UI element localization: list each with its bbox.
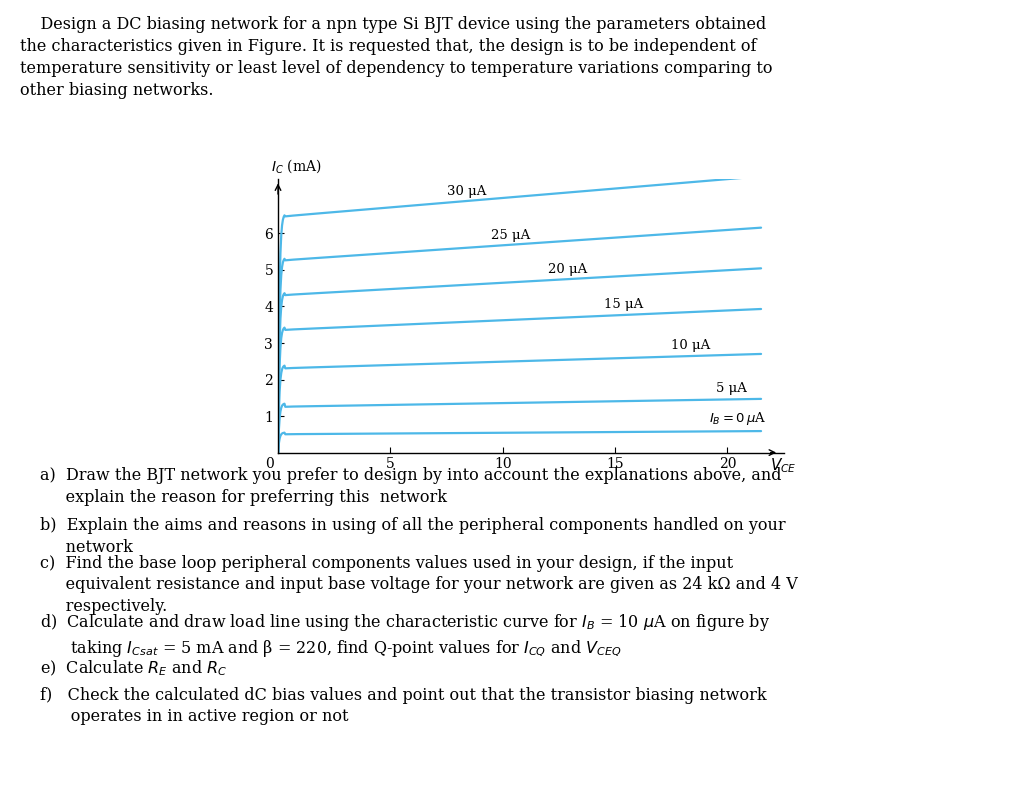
Text: 0: 0 [265, 457, 273, 471]
Text: 30 μA: 30 μA [447, 185, 486, 198]
Text: 25 μA: 25 μA [491, 229, 531, 241]
Text: a)  Draw the BJT network you prefer to design by into account the explanations a: a) Draw the BJT network you prefer to de… [40, 467, 782, 506]
Text: c)  Find the base loop peripheral components values used in your design, if the : c) Find the base loop peripheral compone… [40, 555, 799, 615]
Text: f)   Check the calculated dC bias values and point out that the transistor biasi: f) Check the calculated dC bias values a… [40, 687, 767, 726]
Text: Design a DC biasing network for a npn type Si BJT device using the parameters ob: Design a DC biasing network for a npn ty… [20, 16, 772, 99]
Text: 20 μA: 20 μA [548, 263, 586, 276]
Text: e)  Calculate $R_E$ and $R_C$: e) Calculate $R_E$ and $R_C$ [40, 659, 227, 679]
Text: $I_C$ (mA): $I_C$ (mA) [271, 157, 321, 175]
Text: b)  Explain the aims and reasons in using of all the peripheral components handl: b) Explain the aims and reasons in using… [40, 518, 787, 556]
Text: $V_{CE}$: $V_{CE}$ [770, 456, 797, 475]
Text: 15 μA: 15 μA [604, 299, 643, 311]
Text: 5 μA: 5 μA [716, 382, 747, 395]
Text: 10 μA: 10 μA [671, 339, 711, 353]
Text: d)  Calculate and draw load line using the characteristic curve for $I_B$ = 10 $: d) Calculate and draw load line using th… [40, 612, 770, 659]
Text: $I_B = 0\,\mu$A: $I_B = 0\,\mu$A [710, 410, 767, 427]
